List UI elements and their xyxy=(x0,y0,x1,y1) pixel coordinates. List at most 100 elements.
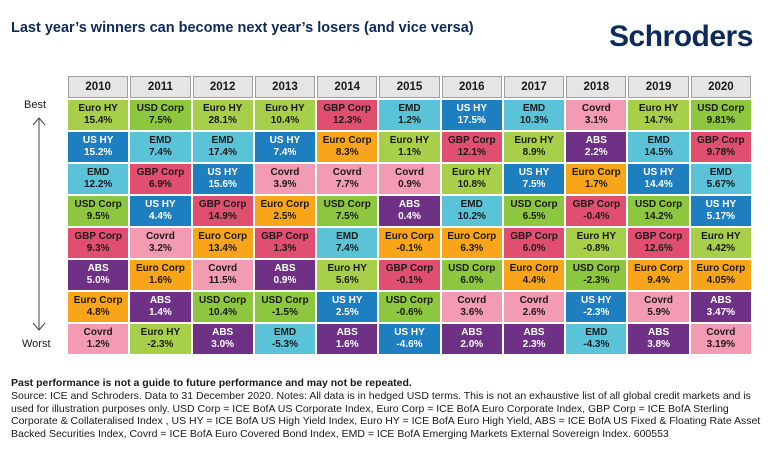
asset-cell: EMD 14.5% xyxy=(628,132,689,162)
asset-cell: GBP Corp -0.1% xyxy=(379,260,440,290)
year-header: 2010 xyxy=(68,76,129,98)
asset-return: 9.78% xyxy=(706,147,736,158)
asset-name: ABS xyxy=(87,263,109,274)
asset-cell: Euro Corp 6.3% xyxy=(441,228,502,258)
asset-return: 17.4% xyxy=(208,147,237,158)
asset-return: 14.4% xyxy=(644,179,673,190)
asset-return: 1.4% xyxy=(149,307,172,318)
asset-return: -0.4% xyxy=(583,211,610,222)
asset-cell: Euro HY 8.9% xyxy=(503,132,565,162)
asset-cell: Covrd 1.2% xyxy=(68,324,129,354)
asset-cell: Euro HY -0.8% xyxy=(566,228,627,258)
asset-return: -2.3% xyxy=(583,275,610,286)
asset-name: EMD xyxy=(585,327,608,338)
asset-name: ABS xyxy=(648,327,670,338)
schroders-logo: Schroders xyxy=(609,20,753,53)
asset-cell: USD Corp 7.5% xyxy=(317,196,378,226)
asset-return: 3.6% xyxy=(460,307,484,318)
asset-cell: Covrd 11.5% xyxy=(192,260,253,290)
asset-name: Euro HY xyxy=(638,103,679,114)
asset-return: -5.3% xyxy=(271,339,298,350)
performance-warning: Past performance is not a guide to futur… xyxy=(11,377,412,389)
asset-return: 2.5% xyxy=(335,307,359,318)
asset-return: 10.8% xyxy=(457,179,486,190)
asset-name: EMD xyxy=(460,199,483,210)
asset-cell: ABS 0.9% xyxy=(254,260,316,290)
asset-return: 12.6% xyxy=(644,243,673,254)
footnote: Past performance is not a guide to futur… xyxy=(11,377,763,441)
asset-name: EMD xyxy=(211,135,234,146)
asset-name: Covrd xyxy=(706,327,736,338)
asset-name: GBP Corp xyxy=(74,231,122,242)
asset-name: ABS xyxy=(149,295,171,306)
asset-name: GBP Corp xyxy=(510,231,558,242)
asset-return: -2.3% xyxy=(147,339,174,350)
asset-name: US HY xyxy=(331,295,363,306)
asset-cell: EMD 1.2% xyxy=(379,100,440,130)
asset-cell: Euro Corp 2.5% xyxy=(254,196,316,226)
asset-return: 6.0% xyxy=(460,275,484,286)
asset-name: EMD xyxy=(149,135,172,146)
asset-return: 15.4% xyxy=(83,115,113,126)
asset-cell: ABS 1.4% xyxy=(130,292,191,322)
asset-cell: ABS 2.3% xyxy=(503,324,565,354)
asset-name: Euro HY xyxy=(576,231,617,242)
asset-return: 14.5% xyxy=(644,147,673,158)
asset-cell: Covrd 7.7% xyxy=(317,164,378,194)
asset-cell: USD Corp -2.3% xyxy=(566,260,627,290)
asset-cell: GBP Corp 12.3% xyxy=(317,100,378,130)
asset-name: USD Corp xyxy=(697,103,745,114)
asset-cell: GBP Corp 9.3% xyxy=(68,228,129,258)
asset-cell: Covrd 3.9% xyxy=(254,164,316,194)
asset-return: 9.5% xyxy=(86,211,110,222)
asset-return: 6.0% xyxy=(522,243,546,254)
asset-name: Euro HY xyxy=(514,135,554,146)
asset-name: Euro Corp xyxy=(198,231,248,242)
asset-name: ABS xyxy=(212,327,234,338)
asset-cell: USD Corp 9.81% xyxy=(690,100,751,130)
asset-name: Euro HY xyxy=(78,103,118,114)
asset-name: Euro Corp xyxy=(322,135,372,146)
asset-return: 3.0% xyxy=(211,339,235,350)
asset-name: GBP Corp xyxy=(261,231,309,242)
asset-cell: EMD 7.4% xyxy=(130,132,191,162)
asset-name: USD Corp xyxy=(261,295,309,306)
asset-cell: Covrd 3.6% xyxy=(441,292,502,322)
asset-return: 17.5% xyxy=(457,115,486,126)
asset-cell: Euro Corp -0.1% xyxy=(379,228,440,258)
asset-cell: Euro HY 14.7% xyxy=(628,100,689,130)
year-header: 2013 xyxy=(254,76,316,98)
asset-name: GBP Corp xyxy=(198,199,247,210)
asset-name: Euro Corp xyxy=(571,167,621,178)
year-header: 2014 xyxy=(317,76,378,98)
asset-cell: USD Corp 9.5% xyxy=(68,196,129,226)
asset-cell: Euro HY 28.1% xyxy=(192,100,253,130)
asset-cell: US HY -2.3% xyxy=(566,292,627,322)
asset-name: GBP Corp xyxy=(634,231,683,242)
asset-return: 12.2% xyxy=(83,179,113,190)
asset-name: ABS xyxy=(461,327,483,338)
asset-return: 6.9% xyxy=(149,179,172,190)
asset-cell: Covrd 2.6% xyxy=(503,292,565,322)
asset-cell: ABS 1.6% xyxy=(317,324,378,354)
asset-cell: EMD -5.3% xyxy=(254,324,316,354)
asset-cell: Euro Corp 4.05% xyxy=(690,260,751,290)
asset-name: Euro Corp xyxy=(696,263,746,274)
year-header: 2020 xyxy=(690,76,751,98)
asset-cell: GBP Corp 6.9% xyxy=(130,164,191,194)
asset-cell: US HY 2.5% xyxy=(317,292,378,322)
asset-cell: Euro HY 15.4% xyxy=(68,100,129,130)
asset-name: US HY xyxy=(705,199,737,210)
asset-cell: EMD 10.2% xyxy=(441,196,502,226)
asset-cell: GBP Corp 6.0% xyxy=(503,228,565,258)
asset-cell: Covrd 5.9% xyxy=(628,292,689,322)
asset-name: USD Corp xyxy=(572,263,620,274)
asset-cell: EMD 10.3% xyxy=(503,100,565,130)
asset-return: 7.7% xyxy=(335,179,359,190)
asset-return: 9.81% xyxy=(706,115,736,126)
asset-cell: US HY 7.5% xyxy=(503,164,565,194)
asset-name: Covrd xyxy=(208,263,238,274)
asset-return: 2.3% xyxy=(522,339,546,350)
asset-name: US HY xyxy=(394,327,425,338)
asset-name: US HY xyxy=(145,199,176,210)
